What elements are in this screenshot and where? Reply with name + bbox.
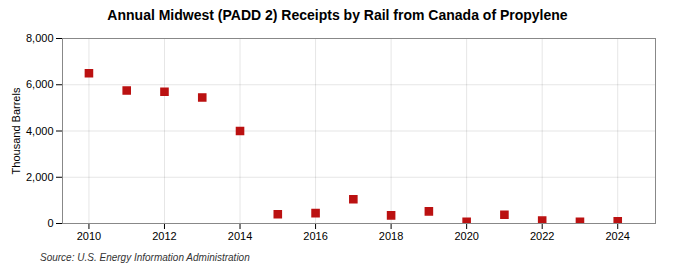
svg-text:2012: 2012 [152, 230, 176, 242]
svg-text:4,000: 4,000 [26, 125, 54, 137]
svg-text:2010: 2010 [77, 230, 101, 242]
svg-text:2014: 2014 [228, 230, 252, 242]
svg-text:2018: 2018 [379, 230, 403, 242]
svg-text:0: 0 [47, 217, 53, 229]
svg-text:2022: 2022 [530, 230, 554, 242]
html-text:Source: U.S. Energy Informatio: Source: U.S. Energy Information Administ… [40, 252, 250, 263]
svg-text:2016: 2016 [303, 230, 327, 242]
svg-text:8,000: 8,000 [26, 32, 54, 44]
svg-text:2020: 2020 [454, 230, 478, 242]
svg-text:6,000: 6,000 [26, 78, 54, 90]
svg-text:2,000: 2,000 [26, 171, 54, 183]
html-text:Annual Midwest (PADD 2) Receip: Annual Midwest (PADD 2) Receipts by Rail… [107, 7, 568, 23]
svg-text:Thousand Barrels: Thousand Barrels [10, 87, 22, 174]
svg-text:2024: 2024 [605, 230, 629, 242]
